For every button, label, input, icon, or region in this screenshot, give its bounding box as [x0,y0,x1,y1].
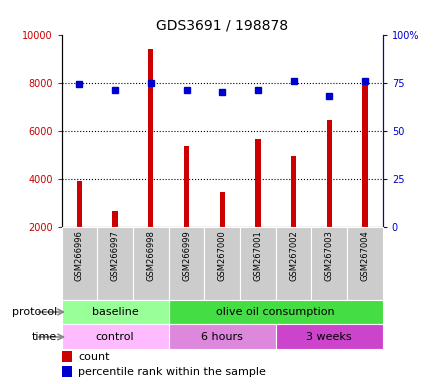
Text: control: control [96,332,135,342]
Text: GSM267002: GSM267002 [289,230,298,281]
Bar [276,324,383,349]
Bar [362,81,368,227]
Bar [62,366,72,377]
Bar [62,227,97,300]
Text: GSM266998: GSM266998 [147,230,155,281]
Bar [62,300,169,324]
Bar [291,156,296,227]
Text: percentile rank within the sample: percentile rank within the sample [78,367,266,377]
Bar [184,146,189,227]
Text: 3 weeks: 3 weeks [306,332,352,342]
Bar [220,192,225,227]
Text: GSM266999: GSM266999 [182,230,191,281]
Text: 6 hours: 6 hours [201,332,243,342]
Bar [113,211,118,227]
Bar [169,227,204,300]
Title: GDS3691 / 198878: GDS3691 / 198878 [156,18,288,32]
Text: protocol: protocol [12,307,57,317]
Text: GSM266997: GSM266997 [110,230,120,281]
Text: baseline: baseline [92,307,139,317]
Bar [312,227,347,300]
Bar [255,139,260,227]
Text: count: count [78,351,110,361]
Bar [77,181,82,227]
Text: GSM267000: GSM267000 [218,230,227,281]
Bar [240,227,276,300]
Bar [97,227,133,300]
Bar [133,227,169,300]
Text: time: time [32,332,57,342]
Bar [169,324,276,349]
Bar [62,324,169,349]
Bar [62,351,72,362]
Text: GSM267001: GSM267001 [253,230,262,281]
Text: GSM266996: GSM266996 [75,230,84,281]
Bar [148,49,154,227]
Text: olive oil consumption: olive oil consumption [216,307,335,317]
Bar [326,120,332,227]
Bar [276,227,312,300]
Bar [347,227,383,300]
Bar [204,227,240,300]
Text: GSM267004: GSM267004 [360,230,370,281]
Bar [169,300,383,324]
Text: GSM267003: GSM267003 [325,230,334,281]
